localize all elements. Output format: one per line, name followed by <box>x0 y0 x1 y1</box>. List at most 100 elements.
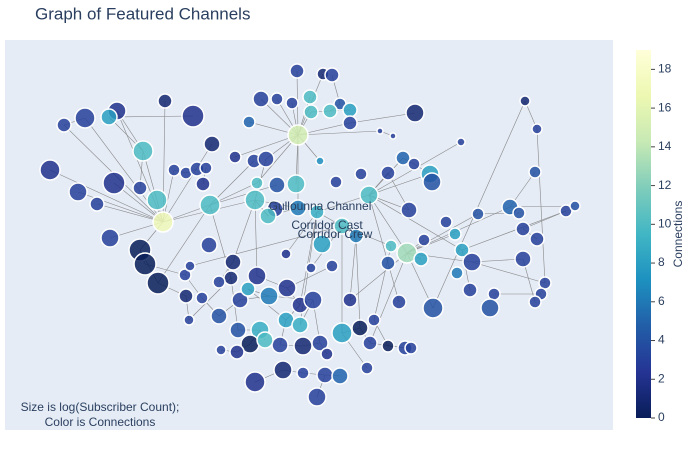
node <box>462 282 478 298</box>
node <box>351 319 369 337</box>
node <box>480 298 500 318</box>
node-label: Gullounna Channel <box>269 199 372 213</box>
node <box>89 196 105 212</box>
node <box>257 150 275 168</box>
node-label: Corridor Cast <box>291 218 363 232</box>
node <box>252 90 270 108</box>
node <box>157 93 173 109</box>
node <box>223 270 239 286</box>
node <box>195 291 209 305</box>
node <box>250 176 264 190</box>
node <box>331 322 353 344</box>
node <box>195 176 211 192</box>
edge <box>189 225 343 267</box>
colorbar-tick-label: 0 <box>658 410 665 424</box>
node <box>307 387 327 407</box>
edge <box>522 210 567 230</box>
node <box>100 108 118 126</box>
node <box>259 286 279 306</box>
node <box>178 288 194 304</box>
node <box>417 233 431 247</box>
edge <box>349 252 408 301</box>
colorbar-tick-label: 2 <box>658 371 665 385</box>
node <box>199 194 221 216</box>
node <box>519 95 531 107</box>
edge <box>368 173 431 196</box>
node <box>132 140 154 162</box>
node <box>462 252 482 272</box>
node <box>405 103 425 123</box>
node <box>380 255 396 271</box>
node <box>404 341 418 355</box>
node <box>256 331 274 349</box>
edge <box>349 235 357 301</box>
node <box>512 206 526 220</box>
node <box>311 334 329 352</box>
node <box>333 217 351 235</box>
node <box>342 115 358 131</box>
node <box>384 239 398 253</box>
node <box>380 165 396 181</box>
node <box>320 347 334 361</box>
node <box>312 234 332 254</box>
node <box>381 339 395 353</box>
node <box>146 189 168 211</box>
node <box>224 253 242 271</box>
edge <box>234 134 299 158</box>
node <box>305 262 317 274</box>
node <box>199 161 213 175</box>
node <box>74 107 96 129</box>
node <box>293 336 313 356</box>
node <box>528 165 542 179</box>
node <box>184 260 196 272</box>
node <box>316 366 334 384</box>
colorbar-tick-label: 6 <box>658 294 665 308</box>
node <box>271 336 289 354</box>
edge <box>285 211 318 255</box>
node <box>324 67 340 83</box>
node <box>289 199 307 217</box>
node <box>407 157 421 171</box>
node <box>39 159 61 181</box>
colorbar-tick-label: 18 <box>658 62 672 76</box>
node <box>215 344 227 356</box>
node <box>359 185 379 205</box>
node <box>487 287 501 301</box>
node <box>228 150 242 164</box>
edge <box>349 112 416 124</box>
edge <box>254 199 258 277</box>
node <box>422 172 442 192</box>
node <box>181 104 205 128</box>
node <box>152 211 174 233</box>
edge <box>209 184 278 206</box>
node <box>514 250 532 268</box>
node <box>329 175 343 189</box>
colorbar-tick-label: 16 <box>658 100 672 114</box>
edge <box>471 261 546 284</box>
node <box>200 236 218 254</box>
node <box>268 176 286 194</box>
node <box>212 275 226 289</box>
node <box>178 268 192 282</box>
edge <box>432 100 526 309</box>
edge <box>355 235 361 329</box>
node-label: Corridor Crew <box>298 227 373 241</box>
node <box>439 215 453 229</box>
node <box>303 290 323 310</box>
chart-title: Graph of Featured Channels <box>35 4 250 23</box>
node <box>342 102 358 118</box>
node <box>538 276 552 290</box>
colorbar-title: Connections <box>671 201 685 268</box>
edge <box>341 225 392 247</box>
node <box>303 104 319 120</box>
node <box>270 92 284 106</box>
edge <box>299 211 318 306</box>
node <box>450 266 464 280</box>
node <box>102 171 126 195</box>
node <box>362 335 378 351</box>
node <box>367 313 381 327</box>
node <box>515 221 531 237</box>
node <box>240 281 256 297</box>
node <box>413 251 429 267</box>
